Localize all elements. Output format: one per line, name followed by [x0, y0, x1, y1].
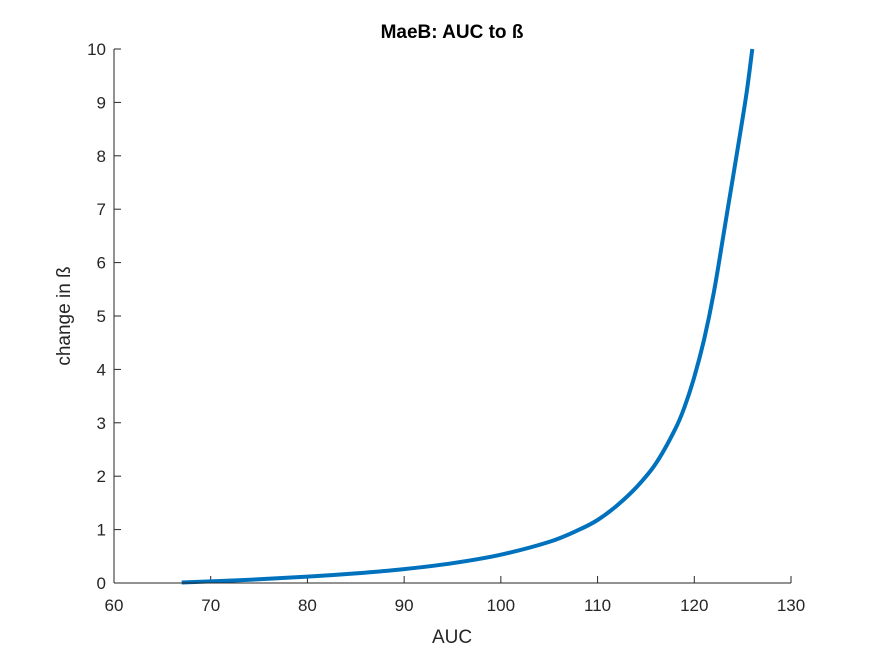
x-axis-ticks: 60 70 80 90 100 110 120 130	[105, 576, 805, 615]
y-tick-label: 2	[97, 467, 106, 486]
x-axis-label: AUC	[432, 627, 472, 648]
y-tick-label: 5	[97, 307, 106, 326]
y-axis-ticks: 0 1 2 3 4 5 6 7 8 9 10	[87, 40, 121, 593]
y-tick-label: 4	[97, 360, 106, 379]
x-tick-label: 80	[298, 596, 317, 615]
x-tick-label: 90	[395, 596, 414, 615]
y-tick-label: 9	[97, 93, 106, 112]
y-tick-label: 3	[97, 414, 106, 433]
chart-title: MaeB: AUC to ß	[381, 22, 524, 43]
series-line	[181, 48, 755, 585]
x-tick-label: 120	[680, 596, 708, 615]
y-axis-label: change in ß	[54, 266, 75, 365]
y-tick-label: 10	[87, 40, 106, 59]
x-tick-label: 110	[584, 596, 611, 615]
y-tick-label: 8	[97, 147, 106, 166]
y-tick-label: 0	[97, 574, 106, 593]
x-tick-label: 60	[105, 596, 124, 615]
y-tick-label: 1	[97, 521, 106, 540]
x-tick-label: 100	[487, 596, 515, 615]
x-tick-label: 130	[777, 596, 805, 615]
y-tick-label: 6	[97, 254, 106, 273]
plot-background	[114, 49, 791, 583]
y-tick-label: 7	[97, 200, 106, 219]
x-tick-label: 70	[201, 596, 220, 615]
